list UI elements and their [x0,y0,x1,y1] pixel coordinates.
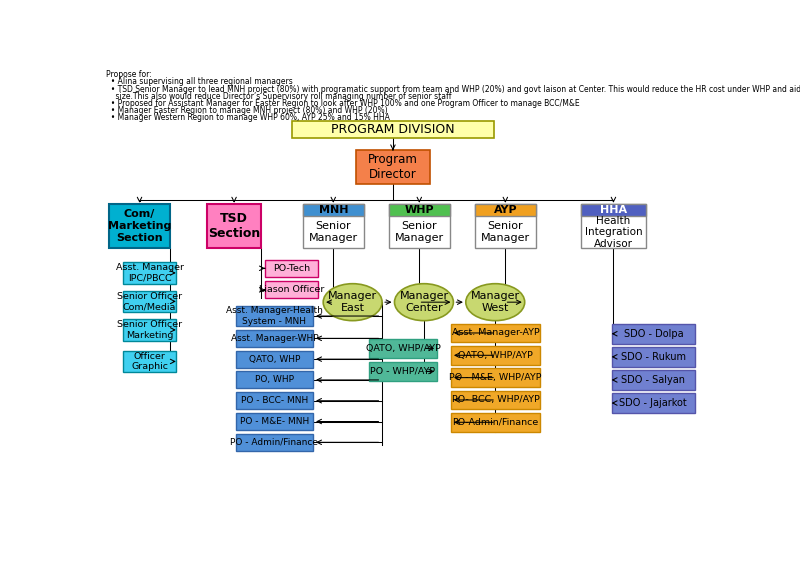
Text: Propose for:: Propose for: [106,70,152,80]
Text: Senior Officer
Com/Media: Senior Officer Com/Media [117,292,182,311]
Text: Liason Officer: Liason Officer [258,286,324,295]
Text: SDO - Dolpa: SDO - Dolpa [623,329,683,339]
Text: SDO - Rukum: SDO - Rukum [621,352,686,362]
Text: PO - M&E- MNH: PO - M&E- MNH [240,417,309,426]
Text: HHA: HHA [600,205,627,215]
FancyBboxPatch shape [451,346,540,365]
Text: • Manager Easter Region to manage MNH project (80%) and WHP (20%): • Manager Easter Region to manage MNH pr… [106,106,388,115]
FancyBboxPatch shape [236,306,313,326]
Text: Senior Officer
Marketing: Senior Officer Marketing [117,320,182,339]
Text: Asst. Manager-AYP: Asst. Manager-AYP [452,329,539,338]
Text: PO - M&E, WHP/AYP: PO - M&E, WHP/AYP [450,373,542,382]
Text: PO - WHP/AYP: PO - WHP/AYP [370,367,435,376]
Ellipse shape [323,284,382,321]
Text: TSD
Section: TSD Section [208,212,260,240]
FancyBboxPatch shape [236,351,313,367]
Text: • Alina supervising all three regional managers: • Alina supervising all three regional m… [106,77,293,86]
Text: PO - Admin/Finance: PO - Admin/Finance [230,438,318,447]
Text: Asst. Manager-WHP: Asst. Manager-WHP [230,334,318,343]
FancyBboxPatch shape [303,204,363,216]
FancyBboxPatch shape [265,282,318,298]
FancyBboxPatch shape [236,413,313,430]
Ellipse shape [466,284,525,321]
Ellipse shape [394,284,454,321]
FancyBboxPatch shape [475,204,535,249]
Text: PO- BCC, WHP/AYP: PO- BCC, WHP/AYP [452,396,539,404]
FancyBboxPatch shape [123,262,176,284]
FancyBboxPatch shape [611,324,695,344]
FancyBboxPatch shape [123,319,176,341]
Text: AYP: AYP [494,205,517,215]
FancyBboxPatch shape [581,204,646,249]
Text: PO-Tech: PO-Tech [273,264,310,273]
Text: Manager
West: Manager West [470,291,520,313]
FancyBboxPatch shape [236,392,313,409]
Text: Com/
Marketing
Section: Com/ Marketing Section [108,209,171,242]
Text: Officer
Graphic: Officer Graphic [131,352,168,371]
Text: Manager
Center: Manager Center [399,291,449,313]
FancyBboxPatch shape [451,390,540,409]
FancyBboxPatch shape [451,369,540,387]
Text: Asst. Manager-Health
System - MNH: Asst. Manager-Health System - MNH [226,306,323,326]
Text: WHP: WHP [405,205,434,215]
Text: Senior
Manager: Senior Manager [481,221,530,243]
Text: SDO - Salyan: SDO - Salyan [622,375,686,385]
FancyBboxPatch shape [451,413,540,431]
FancyBboxPatch shape [207,204,262,249]
FancyBboxPatch shape [389,204,450,216]
FancyBboxPatch shape [265,260,318,277]
FancyBboxPatch shape [303,204,363,249]
Text: MNH: MNH [318,205,348,215]
Text: QATO, WHP/AYP: QATO, WHP/AYP [458,351,533,360]
FancyBboxPatch shape [236,371,313,388]
Text: PO-Admin/Finance: PO-Admin/Finance [453,418,538,427]
FancyBboxPatch shape [236,330,313,347]
FancyBboxPatch shape [292,121,494,138]
Text: PO, WHP: PO, WHP [255,375,294,384]
Text: • Manager Western Region to manage WHP 60%, AYP 25% and 15% HHA: • Manager Western Region to manage WHP 6… [106,113,390,122]
FancyBboxPatch shape [369,339,437,357]
FancyBboxPatch shape [389,204,450,249]
Text: QATO, WHP: QATO, WHP [249,355,300,364]
FancyBboxPatch shape [611,347,695,367]
Text: Asst. Manager
IPC/PBCC: Asst. Manager IPC/PBCC [115,263,184,283]
FancyBboxPatch shape [236,434,313,451]
FancyBboxPatch shape [123,351,176,373]
FancyBboxPatch shape [356,150,430,185]
Text: PROGRAM DIVISION: PROGRAM DIVISION [331,123,454,136]
Text: QATO, WHP/AYP: QATO, WHP/AYP [366,344,441,353]
FancyBboxPatch shape [475,204,535,216]
FancyBboxPatch shape [611,393,695,413]
Text: SDO - Jajarkot: SDO - Jajarkot [619,398,687,408]
FancyBboxPatch shape [369,362,437,381]
Text: Program
Director: Program Director [368,153,418,181]
Text: Senior
Manager: Senior Manager [394,221,444,243]
FancyBboxPatch shape [611,370,695,390]
FancyBboxPatch shape [110,204,170,249]
FancyBboxPatch shape [451,324,540,342]
Text: • Proposed for Assistant Manager for Easter Region to look after WHP 100% and on: • Proposed for Assistant Manager for Eas… [106,99,580,108]
FancyBboxPatch shape [581,204,646,216]
FancyBboxPatch shape [123,291,176,312]
Text: Health
Integration
Advisor: Health Integration Advisor [585,215,642,249]
Text: Manager
East: Manager East [328,291,378,313]
Text: Senior
Manager: Senior Manager [309,221,358,243]
Text: PO - BCC- MNH: PO - BCC- MNH [241,396,308,405]
Text: • TSD Senior Manager to lead MNH project (80%) with programatic support from tea: • TSD Senior Manager to lead MNH project… [106,85,800,94]
Text: size.This also would reduce Director’s Supervisory roll managing number of senio: size.This also would reduce Director’s S… [106,91,452,100]
